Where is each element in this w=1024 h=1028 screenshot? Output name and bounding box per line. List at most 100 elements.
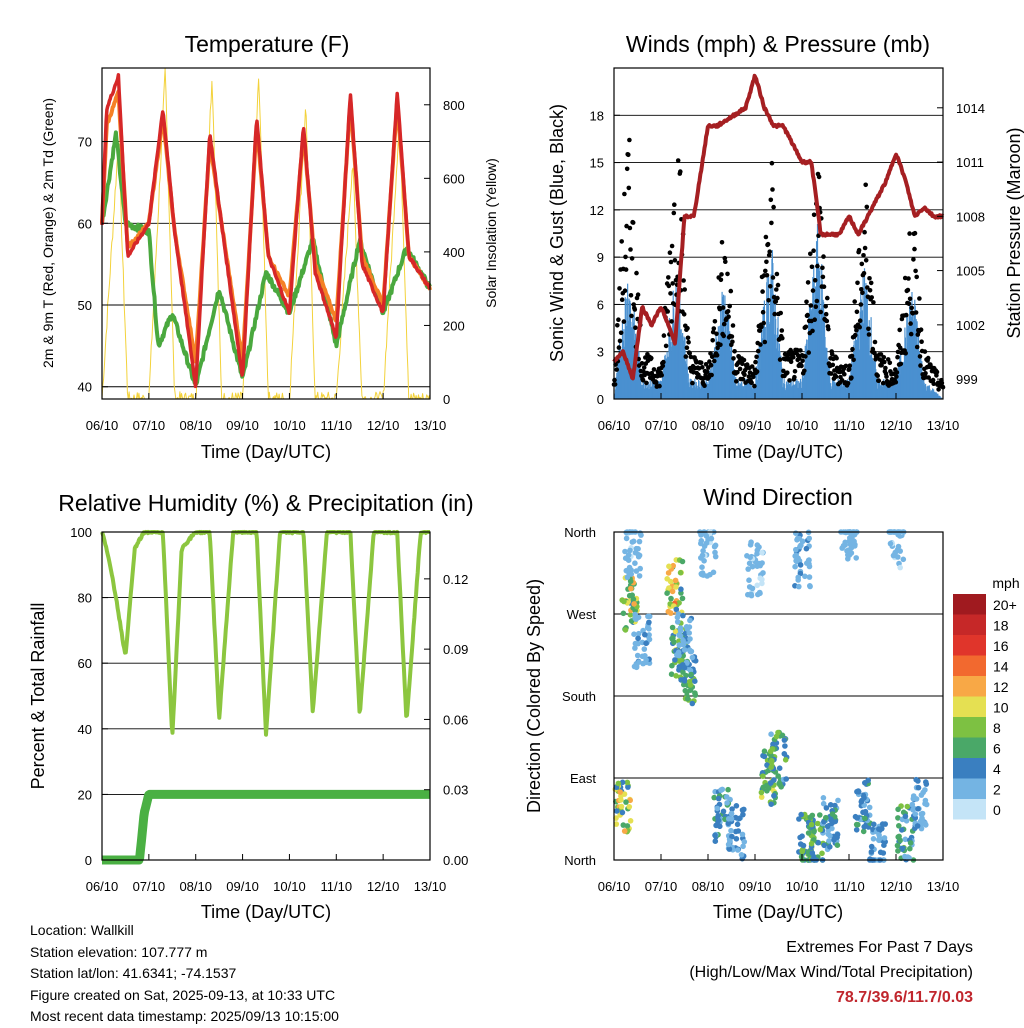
- gust-point: [912, 230, 918, 236]
- direction-point: [912, 815, 919, 821]
- direction-point: [912, 811, 919, 817]
- direction-point: [806, 574, 813, 580]
- direction-plot-frame: [613, 531, 944, 861]
- gust-point: [851, 357, 856, 363]
- gust-point: [764, 259, 769, 265]
- direction-point: [808, 840, 815, 847]
- gust-point: [854, 328, 859, 333]
- pressure-ytick-label-right: 1011: [956, 155, 984, 170]
- direction-point: [739, 807, 746, 813]
- direction-point: [860, 828, 867, 835]
- direction-point: [823, 805, 830, 811]
- direction-ytick-label: West: [567, 607, 597, 622]
- gust-point: [763, 234, 769, 240]
- direction-point: [764, 788, 770, 794]
- wind-ytick-label-left: 0: [597, 392, 604, 407]
- direction-point: [733, 836, 740, 842]
- humidity-xtick-label: 10/10: [273, 879, 306, 894]
- gust-point: [926, 375, 931, 380]
- gust-point: [859, 287, 864, 292]
- direction-point: [793, 552, 799, 559]
- gust-point: [812, 317, 817, 323]
- direction-point: [803, 545, 810, 552]
- gust-point: [775, 282, 781, 288]
- gust-point: [847, 363, 853, 369]
- direction-point: [895, 848, 901, 854]
- direction-point: [632, 611, 638, 618]
- gust-point: [616, 345, 622, 350]
- gust-point: [623, 254, 628, 260]
- gust-point: [906, 301, 912, 307]
- direction-point: [796, 583, 802, 590]
- direction-point: [735, 828, 742, 834]
- direction-point: [643, 640, 649, 647]
- direction-point: [851, 540, 857, 547]
- direction-point: [715, 795, 722, 802]
- rainfall-ytick-label-right: 0.03: [443, 783, 468, 798]
- winds-xtick-label: 13/10: [927, 418, 960, 433]
- direction-point: [796, 816, 802, 822]
- direction-point: [773, 733, 780, 740]
- direction-point: [703, 540, 710, 546]
- direction-point: [698, 540, 704, 547]
- gust-point: [936, 387, 941, 392]
- gust-point: [668, 291, 673, 296]
- gust-point: [810, 328, 815, 334]
- direction-point: [630, 596, 637, 602]
- gust-point: [730, 323, 736, 328]
- direction-point: [760, 784, 766, 791]
- direction-point: [748, 592, 755, 599]
- gust-point: [719, 240, 725, 245]
- direction-point: [673, 606, 680, 613]
- direction-point: [618, 797, 624, 803]
- direction-point: [724, 800, 730, 806]
- gust-point: [719, 272, 724, 277]
- direction-point: [699, 552, 706, 559]
- temperature-ylabel-left: 2m & 9m T (Red, Orange) & 2m Td (Green): [40, 98, 56, 368]
- direction-point: [631, 663, 638, 670]
- direction-point: [692, 678, 698, 684]
- direction-point: [761, 748, 768, 754]
- gust-point: [659, 373, 664, 378]
- gust-point: [875, 373, 880, 379]
- direction-point: [899, 827, 905, 833]
- gust-point: [909, 305, 914, 311]
- gust-point: [791, 354, 796, 360]
- temperature-panel: Temperature (F) 40 50 60 70 0 200 400 600 800 06/…: [40, 31, 499, 462]
- direction-point: [677, 625, 684, 631]
- gust-point: [639, 361, 645, 366]
- gust-point: [685, 335, 691, 341]
- direction-point: [632, 640, 639, 647]
- station-info: Location: Wallkill Station elevation: 10…: [30, 920, 339, 1028]
- gust-point: [814, 298, 820, 304]
- temperature-xlabel: Time (Day/UTC): [201, 442, 331, 462]
- direction-point: [758, 789, 765, 796]
- direction-point: [636, 659, 642, 665]
- gust-point: [631, 302, 636, 307]
- gust-point: [818, 309, 823, 315]
- direction-point: [746, 560, 753, 567]
- gust-point: [908, 321, 913, 326]
- direction-point: [718, 787, 724, 793]
- direction-point: [859, 797, 865, 804]
- gust-points: [611, 137, 946, 392]
- wind-ytick-label-left: 12: [590, 203, 604, 218]
- speed-legend-swatch: [953, 778, 986, 799]
- temperature-ytick-label-left: 70: [78, 135, 92, 150]
- winds-panel: Winds (mph) & Pressure (mb) 0 3 6 9 12 15 18 99…: [547, 31, 1024, 462]
- gust-point: [862, 229, 867, 235]
- gust-point: [849, 353, 855, 359]
- gust-point: [626, 152, 631, 158]
- direction-point: [775, 773, 781, 779]
- direction-point: [686, 624, 693, 630]
- gust-point: [925, 355, 931, 361]
- direction-panel: Wind Direction NorthEastSouthWestNorth06…: [524, 484, 1020, 922]
- direction-point: [664, 590, 670, 596]
- gust-point: [667, 250, 673, 255]
- direction-point: [669, 624, 676, 631]
- gust-point: [775, 295, 780, 301]
- direction-point: [674, 619, 681, 625]
- gust-point: [687, 350, 692, 356]
- gust-point: [855, 280, 860, 286]
- humidity-xtick-label: 12/10: [367, 879, 400, 894]
